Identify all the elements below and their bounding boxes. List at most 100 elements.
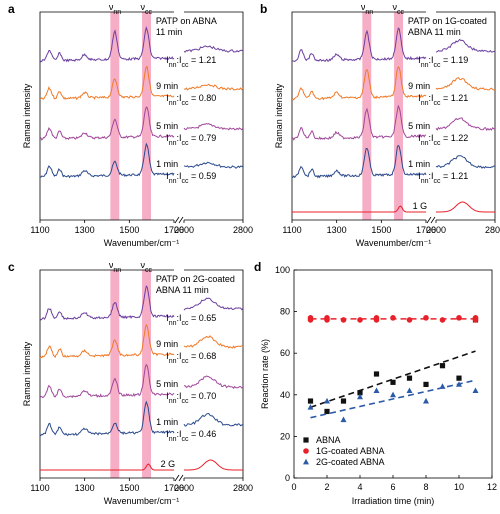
- spectrum-line: [39, 400, 175, 437]
- data-point: [390, 315, 396, 321]
- data-point: [439, 363, 446, 369]
- data-point: [303, 437, 309, 443]
- x-tick-label: 1500: [119, 225, 139, 235]
- panel-title: ABNA 11 min: [156, 285, 209, 295]
- data-point: [303, 458, 309, 465]
- panel-title: PATP on 1G-coated: [408, 16, 487, 26]
- ratio-label: Inn:Icc = 0.70: [166, 391, 216, 405]
- ratio-label: Inn:Icc = 0.59: [166, 171, 216, 185]
- x-tick-label: 2: [324, 482, 329, 492]
- y-tick-label: 100: [275, 265, 290, 275]
- panel-label: a: [8, 2, 15, 16]
- ratio-label: Inn:Icc = 1.21: [418, 93, 468, 107]
- x-axis-title: Irradiation time (min): [352, 496, 435, 506]
- legend-label: 1G-coated ABNA: [316, 446, 385, 456]
- axis-frame-right: [184, 11, 244, 221]
- legend-label: 2G-coated ABNA: [316, 457, 385, 467]
- data-point: [406, 375, 413, 381]
- series-time-label: 1 min: [408, 159, 430, 169]
- data-point: [472, 315, 479, 321]
- data-point: [303, 448, 309, 454]
- fit-line: [310, 379, 476, 419]
- ratio-label: Inn:Icc = 1.21: [166, 55, 216, 69]
- spectrum-line: [183, 45, 244, 53]
- data-point: [423, 381, 429, 387]
- x-tick-label: 2800: [233, 225, 253, 235]
- x-tick-label: 6: [390, 482, 395, 492]
- legend-label: ABNA: [316, 435, 341, 445]
- ratio-label: Inn:Icc = 0.65: [166, 313, 216, 327]
- x-tick-label: 1300: [327, 225, 347, 235]
- x-axis-title: Wavenumber/cm⁻¹: [356, 238, 431, 248]
- series-time-label: 9 min: [156, 81, 178, 91]
- data-point: [423, 315, 429, 321]
- series-time-label: 1 min: [156, 159, 178, 169]
- spectrum-line: [183, 335, 244, 349]
- data-point: [406, 317, 413, 323]
- x-tick-label: 1300: [75, 225, 95, 235]
- graphene-label: 1 G: [413, 201, 428, 211]
- ratio-label: Inn:Icc = 1.21: [418, 171, 468, 185]
- band-highlight: [142, 12, 151, 220]
- y-tick-label: 20: [280, 431, 290, 441]
- x-axis-title: Wavenumber/cm⁻¹: [104, 496, 179, 506]
- band-highlight: [110, 12, 120, 220]
- spectrum-line: [39, 323, 175, 359]
- axis-frame-right: [436, 11, 496, 221]
- axis-frame-right: [184, 269, 244, 479]
- spectrum-line: [39, 285, 175, 321]
- axis-break: [426, 216, 432, 224]
- band-highlight: [142, 270, 151, 478]
- ratio-label: Inn:Icc = 0.79: [166, 133, 216, 147]
- x-tick-label: 1500: [371, 225, 391, 235]
- spectrum-line: [183, 161, 244, 169]
- graphene-line: [292, 205, 426, 213]
- axis-break: [174, 216, 180, 224]
- axis-frame-left: [39, 269, 174, 479]
- panel-label: b: [260, 2, 267, 16]
- data-point: [423, 397, 429, 404]
- x-tick-label: 1700: [416, 225, 436, 235]
- axis-break: [430, 216, 436, 224]
- spectrum-line: [291, 104, 427, 141]
- x-tick-label: 1100: [30, 225, 49, 235]
- spectrum-line: [183, 83, 244, 91]
- ratio-label: Inn:Icc = 0.68: [166, 351, 216, 365]
- series-time-label: 9 min: [156, 339, 178, 349]
- graphene-line: [184, 459, 243, 471]
- spectrum-line: [435, 38, 496, 53]
- x-tick-label: 2800: [485, 225, 500, 235]
- x-tick-label: 1300: [75, 483, 95, 493]
- spectrum-line: [184, 375, 244, 389]
- spectrum-line: [291, 144, 427, 179]
- data-point: [439, 383, 446, 389]
- data-point: [357, 393, 363, 400]
- x-tick-label: 12: [487, 482, 497, 492]
- spectrum-line: [39, 25, 175, 63]
- axis-frame-left: [291, 11, 426, 221]
- y-axis-title: Reaction rate (%): [260, 339, 270, 409]
- data-point: [373, 387, 380, 394]
- graphene-line: [40, 463, 174, 471]
- axis-break: [178, 474, 184, 482]
- x-tick-label: 2800: [233, 483, 253, 493]
- x-tick-label: 4: [357, 482, 362, 492]
- panel-d: d 0 2 4 6 8 10 12 0 20 40 60 80 100 Irradiation time (…: [254, 260, 497, 506]
- data-point: [307, 398, 314, 404]
- panel-label: d: [254, 260, 261, 274]
- y-tick-label: 80: [280, 307, 290, 317]
- y-axis-title: Raman intensity: [22, 83, 32, 148]
- spectrum-line: [39, 106, 175, 141]
- spectrum-line: [435, 117, 496, 132]
- spectrum-line: [435, 76, 496, 91]
- data-point: [472, 387, 479, 394]
- data-point: [324, 408, 330, 415]
- panel-title: ABNA 11 min: [408, 27, 461, 37]
- data-point: [456, 381, 462, 387]
- data-point: [357, 390, 363, 396]
- spectrum-line: [183, 123, 244, 131]
- band-highlight: [394, 12, 403, 220]
- data-point: [456, 375, 462, 381]
